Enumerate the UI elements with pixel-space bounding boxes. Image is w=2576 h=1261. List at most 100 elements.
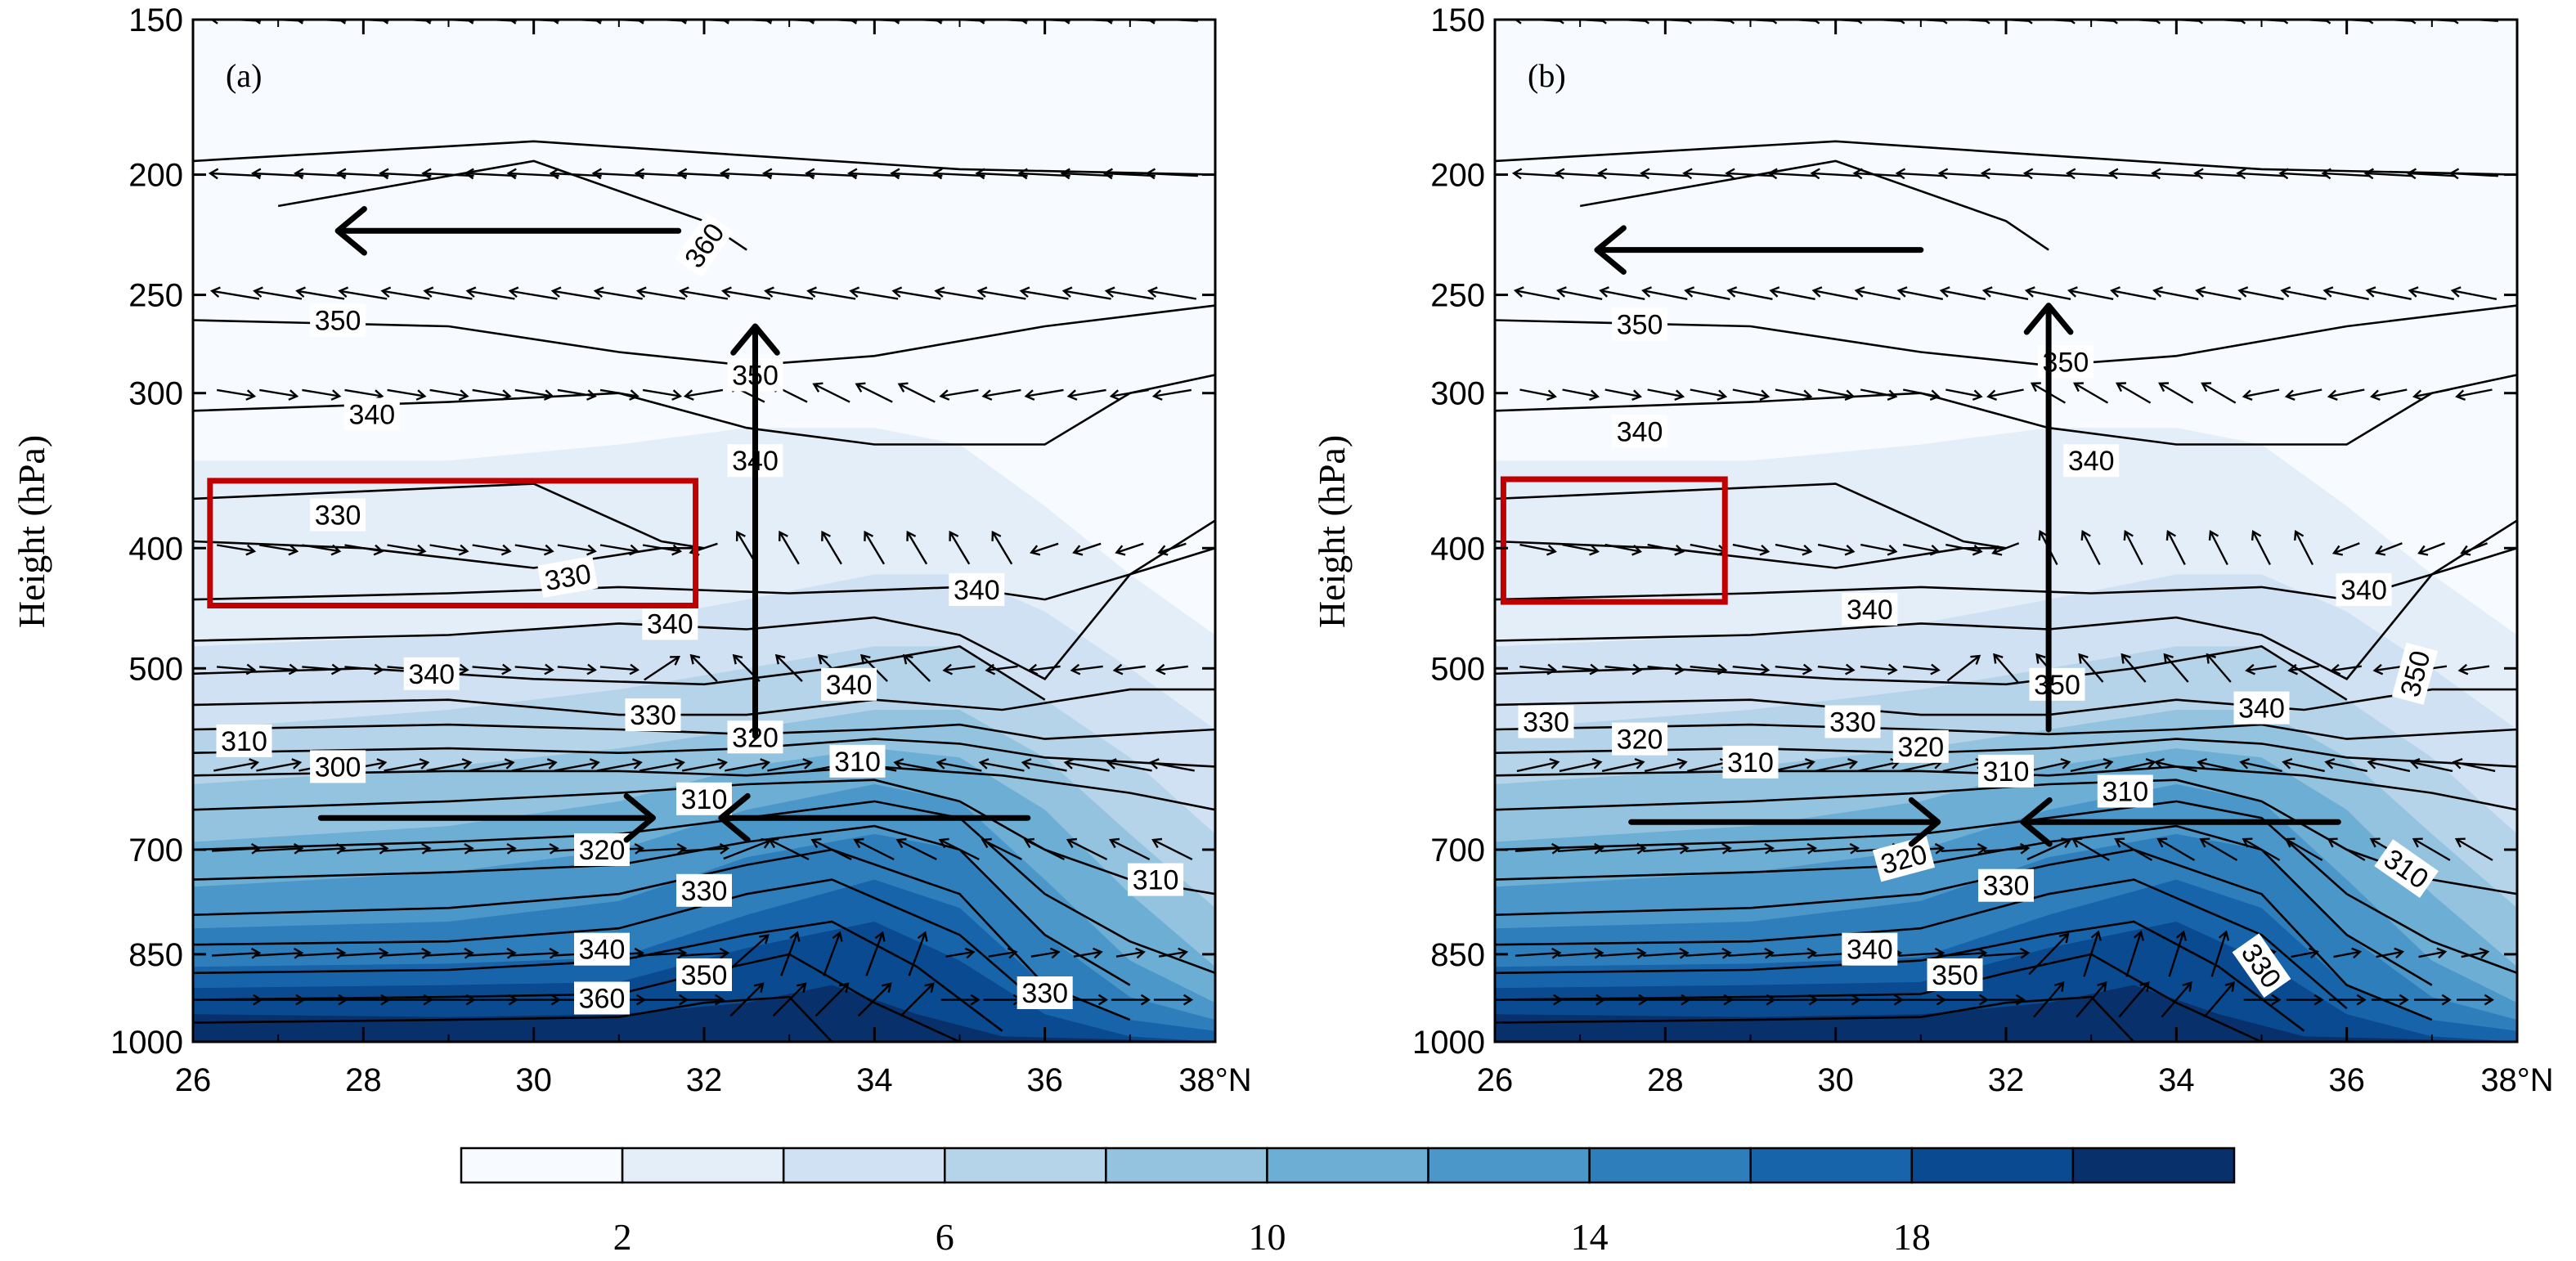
wind-vector-25 — [1597, 168, 1647, 180]
x-tick-label: 32 — [1988, 1062, 2025, 1098]
panel-b-wind-vectors — [1511, 20, 2498, 1018]
wind-vector-137 — [1155, 663, 1188, 675]
wind-vector-128 — [774, 653, 803, 682]
wind-vector-87 — [2284, 388, 2322, 402]
wind-vector-77 — [1860, 388, 1898, 402]
wind-vector-193 — [1898, 947, 1945, 959]
contour-line-6 — [1495, 547, 2517, 601]
wind-vector-219 — [2033, 981, 2065, 1018]
wind-vector-63 — [934, 286, 984, 300]
wind-vector-90 — [1109, 388, 1149, 401]
colorbar-swatch-7 — [1588, 1147, 1752, 1184]
contour-label-box — [949, 573, 1005, 606]
wind-vector-135 — [2372, 663, 2404, 675]
wind-vector-115 — [1519, 663, 1558, 675]
wind-vector-30 — [1810, 168, 1860, 180]
contour-label-box — [2374, 839, 2439, 898]
wind-vector-149 — [681, 758, 728, 772]
contour-label-box — [1978, 868, 2034, 902]
contour-label-box — [1612, 307, 1668, 341]
wind-vector-128 — [2078, 653, 2104, 683]
contour-label-15: 310 — [2097, 774, 2153, 808]
wind-vector-179 — [2284, 837, 2323, 861]
wind-vector-204 — [1073, 947, 1103, 959]
contour-line-15 — [1495, 824, 2433, 986]
wind-vector-182 — [2412, 837, 2451, 861]
wind-vector-203 — [2333, 947, 2363, 959]
contour-label-box — [1722, 745, 1779, 779]
contour-label-text: 350 — [315, 306, 361, 337]
contour-label-21: 350 — [676, 958, 732, 991]
wind-vector-58 — [2024, 286, 2071, 300]
wind-vector-30 — [506, 168, 559, 180]
wind-vector-39 — [2193, 168, 2243, 180]
wind-vector-156 — [2282, 757, 2325, 773]
wind-vector-126 — [1993, 653, 2019, 683]
contour-label-box — [1927, 958, 1983, 991]
contour-line-13 — [193, 779, 1215, 895]
wind-vector-31 — [549, 168, 602, 180]
wind-vector-99 — [514, 544, 554, 556]
wind-vector-44 — [1102, 168, 1156, 180]
wind-vector-152 — [2112, 757, 2156, 773]
wind-vector-190 — [1770, 947, 1818, 959]
wind-vector-86 — [939, 388, 979, 401]
y-tick-label: 500 — [128, 651, 183, 687]
contour-label-8: 340 — [2233, 691, 2290, 725]
wind-vector-65 — [2322, 286, 2369, 300]
colorbar-label: 14 — [1571, 1216, 1609, 1258]
wind-vector-195 — [1983, 947, 2031, 959]
wind-vector-111 — [1030, 542, 1059, 556]
wind-vector-145 — [511, 758, 558, 772]
wind-vector-122 — [1817, 663, 1856, 675]
wind-vector-174 — [2071, 837, 2110, 861]
wind-vector-154 — [2197, 757, 2240, 773]
wind-vector-114 — [1157, 542, 1187, 556]
wind-vector-109 — [2251, 530, 2271, 566]
contour-label-box — [2336, 573, 2392, 606]
wind-vector-26 — [336, 168, 389, 180]
contour-label-text: 340 — [1847, 595, 1893, 626]
wind-vector-73 — [1690, 388, 1728, 402]
wind-vector-190 — [467, 947, 517, 959]
y-tick-label: 150 — [1430, 2, 1485, 38]
circulation-arrow-0 — [1594, 225, 1924, 275]
wind-vector-206 — [1158, 947, 1189, 959]
wind-vector-223 — [900, 982, 935, 1017]
panel-a-label: (a) — [226, 57, 262, 94]
wind-vector-176 — [2156, 837, 2196, 861]
contour-line-3 — [1495, 374, 2517, 446]
contour-label-text: 360 — [579, 984, 626, 1015]
wind-vector-204 — [2376, 947, 2405, 959]
contour-label-box — [310, 750, 366, 783]
wind-vector-138 — [1516, 757, 1560, 773]
circulation-arrow-0 — [334, 206, 682, 256]
wind-vector-199 — [2168, 930, 2188, 977]
wind-vector-35 — [719, 168, 773, 180]
wind-vector-56 — [1939, 286, 1986, 300]
wind-vector-157 — [1021, 758, 1067, 772]
wind-vector-58 — [720, 286, 771, 300]
wind-vector-142 — [384, 758, 430, 772]
wind-vector-113 — [2417, 542, 2445, 556]
wind-vector-185 — [1557, 947, 1604, 959]
wind-vector-75 — [472, 388, 512, 401]
contour-label-box — [829, 744, 886, 778]
shading-band-10 — [193, 985, 1215, 1042]
wind-vector-196 — [725, 934, 770, 975]
wind-vector-131 — [2206, 653, 2232, 683]
wind-vector-162 — [254, 842, 304, 855]
wind-vector-75 — [1775, 388, 1813, 402]
panel-b-ylabel: Height (hPa) — [1311, 435, 1353, 628]
wind-vector-78 — [599, 388, 640, 401]
wind-vector-123 — [557, 663, 597, 675]
wind-vector-155 — [936, 758, 982, 772]
wind-vector-155 — [2239, 757, 2282, 773]
wind-vector-44 — [2406, 168, 2456, 180]
wind-vector-221 — [2118, 981, 2150, 1018]
wind-vector-147 — [596, 758, 643, 772]
x-tick-label: 26 — [175, 1062, 212, 1098]
wind-vector-217 — [1939, 994, 1990, 1006]
wind-vector-79 — [642, 388, 683, 401]
contour-line-17 — [1495, 878, 2348, 1010]
